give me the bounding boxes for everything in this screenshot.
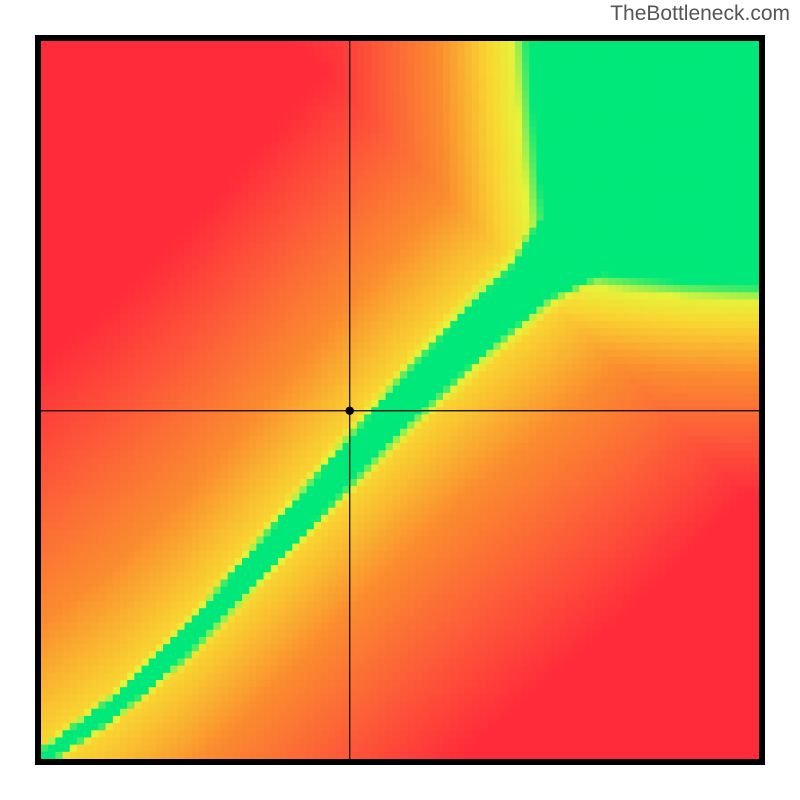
bottleneck-heatmap [41,41,759,759]
chart-outer-frame [35,35,765,765]
chart-plot-area [41,41,759,759]
crosshair-dot [346,407,354,415]
watermark-text: TheBottleneck.com [610,2,790,26]
